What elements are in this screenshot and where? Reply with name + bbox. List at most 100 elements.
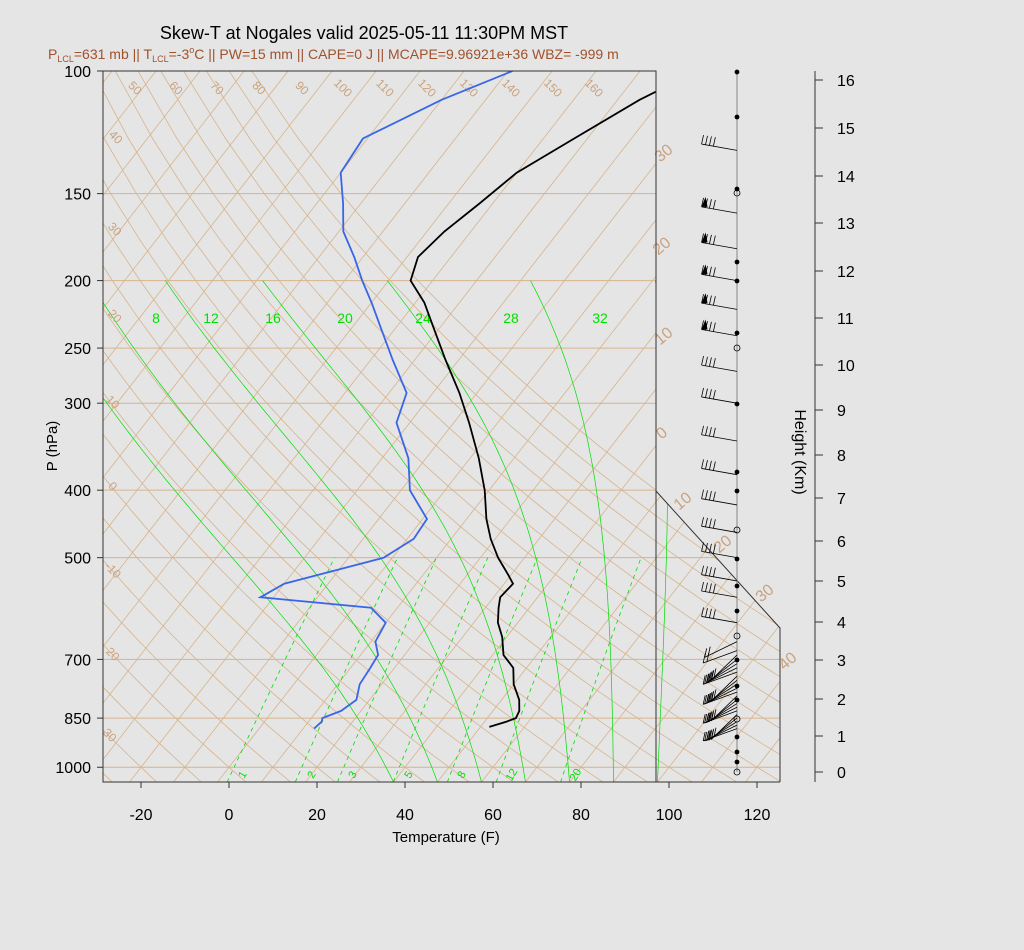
plot-frame xyxy=(102,70,657,783)
isotherm xyxy=(481,71,780,782)
height-marker xyxy=(734,749,740,755)
wind-barb xyxy=(701,425,738,442)
wind-barb xyxy=(702,650,738,664)
y-tick-label: 250 xyxy=(64,341,91,358)
isotherm xyxy=(1009,71,1024,782)
mixing-ratio-top-label: 12 xyxy=(203,310,219,326)
mixing-ratio-top-label: 28 xyxy=(503,310,519,326)
dry-adiabat xyxy=(103,71,648,782)
isotherm xyxy=(745,71,780,782)
wind-barb xyxy=(701,264,738,281)
height-tick-label: 11 xyxy=(837,311,854,328)
height-marker xyxy=(733,344,741,352)
subtitle-tlcl: =-3 xyxy=(169,46,190,62)
isotherm-left-label: 0 xyxy=(106,479,121,494)
wind-barb xyxy=(701,459,738,476)
isotherm xyxy=(569,71,780,782)
x-tick-label: 100 xyxy=(656,807,683,824)
y-axis-label: P (hPa) xyxy=(44,421,61,472)
height-marker xyxy=(734,683,740,689)
wind-barb xyxy=(701,607,738,624)
wind-barb xyxy=(701,542,738,559)
subtitle-rest: C || PW=15 mm || CAPE=0 J || MCAPE=9.969… xyxy=(194,46,619,62)
y-tick-label: 850 xyxy=(64,711,91,728)
mixing-ratio-bottom-label: 20 xyxy=(568,767,585,784)
wind-barb xyxy=(701,355,738,372)
moist-adiabat xyxy=(655,280,668,782)
height-tick-label: 0 xyxy=(837,765,846,782)
mixing-ratio-line xyxy=(447,557,538,782)
isotherm xyxy=(129,71,685,782)
wind-barbs xyxy=(701,69,741,776)
height-axis-label: Height (Km) xyxy=(791,409,808,494)
wind-barb xyxy=(701,319,738,337)
height-marker xyxy=(733,526,741,534)
subtitle-plcl: =631 mb || T xyxy=(74,46,153,62)
wind-barb xyxy=(708,717,738,741)
y-tick-label: 100 xyxy=(64,64,91,81)
moist-adiabat xyxy=(262,280,526,782)
wind-barb xyxy=(710,695,738,722)
x-tick-label: 60 xyxy=(484,807,502,824)
height-marker xyxy=(734,278,740,284)
wind-barb xyxy=(702,671,738,685)
dry-adiabat xyxy=(103,71,780,782)
isotherm-label: 160 xyxy=(582,76,606,100)
mixing-ratio-line xyxy=(226,557,335,782)
isotherm xyxy=(103,71,377,782)
height-marker xyxy=(734,488,740,494)
mixing-ratio-bottom-label: 3 xyxy=(346,769,359,780)
height-marker xyxy=(734,657,740,663)
isotherm-left-label: 10 xyxy=(103,392,123,412)
height-tick-label: 2 xyxy=(837,692,846,709)
isotherm xyxy=(103,71,465,782)
height-marker xyxy=(734,330,740,336)
x-tick-label: -20 xyxy=(129,807,152,824)
wind-barb xyxy=(704,641,738,658)
moist-adiabat xyxy=(103,280,394,782)
height-marker xyxy=(734,734,740,740)
mixing-ratio-top-label: 32 xyxy=(592,310,608,326)
x-tick-label: 0 xyxy=(225,807,234,824)
isotherm-label: 110 xyxy=(373,76,397,100)
isotherm xyxy=(261,71,780,782)
x-tick-label: 80 xyxy=(572,807,590,824)
height-tick-label: 13 xyxy=(837,216,855,233)
height-marker xyxy=(734,114,740,120)
mixing-ratio-bottom-label: 2 xyxy=(305,769,318,780)
x-axis-label: Temperature (F) xyxy=(392,829,500,846)
dry-adiabat xyxy=(160,71,780,782)
isotherm-left-label: 20 xyxy=(105,306,125,326)
isotherm-label: 80 xyxy=(249,78,269,98)
dry-adiabat xyxy=(103,71,737,782)
dry-adiabat-label: 10 xyxy=(671,489,696,514)
x-tick-label: 20 xyxy=(308,807,326,824)
dry-adiabat xyxy=(103,71,470,782)
height-tick-label: 8 xyxy=(837,448,846,465)
isotherm-label: 120 xyxy=(415,76,439,100)
height-tick-label: 16 xyxy=(837,73,855,90)
isotherm xyxy=(657,71,780,782)
subtitle-degree: o xyxy=(189,45,194,55)
isotherm xyxy=(921,71,1024,782)
height-marker xyxy=(733,715,741,723)
height-marker xyxy=(734,259,740,265)
isotherm-label: 140 xyxy=(499,76,523,100)
dry-adiabat xyxy=(251,71,780,782)
height-tick-label: 3 xyxy=(837,653,846,670)
isotherm xyxy=(877,71,1024,782)
isotherm-left-label: 30 xyxy=(105,219,125,239)
dry-adiabat-label: 20 xyxy=(711,532,736,557)
isotherm xyxy=(0,71,24,782)
dry-adiabat xyxy=(103,71,559,782)
x-tick-label: 120 xyxy=(744,807,771,824)
dry-adiabat xyxy=(103,71,425,782)
height-tick-label: 12 xyxy=(837,264,855,281)
height-marker xyxy=(733,768,741,776)
y-tick-label: 1000 xyxy=(55,760,91,777)
dry-adiabat xyxy=(103,71,202,782)
y-tick-label: 200 xyxy=(64,274,91,291)
mixing-ratio-line xyxy=(495,557,583,782)
